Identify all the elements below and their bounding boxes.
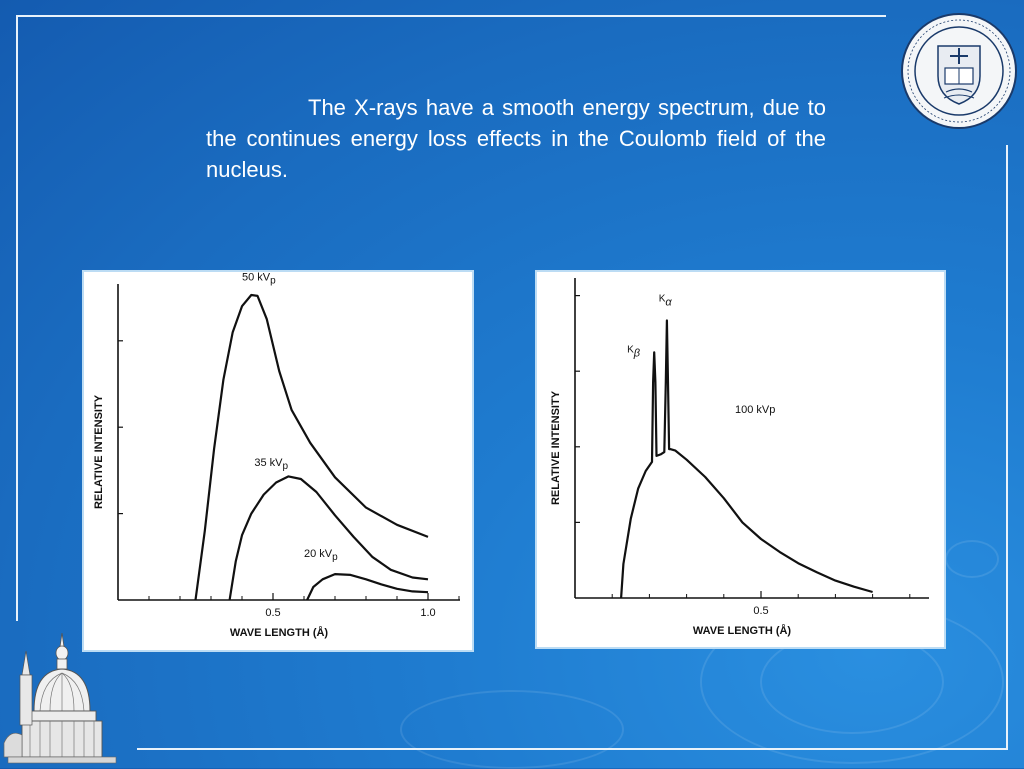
frame-line-top bbox=[16, 15, 886, 17]
series-line bbox=[306, 573, 429, 601]
x-tick-label: 0.5 bbox=[753, 605, 768, 617]
y-axis-label: RELATIVE INTENSITY bbox=[550, 390, 562, 505]
y-axis-label: RELATIVE INTENSITY bbox=[93, 394, 105, 509]
chart-panel-left: 0.5 1.0 WAVE LENGTH (Å) RELATIVE INTENSITY 5… bbox=[82, 270, 474, 652]
peak-annotation-subscript: β bbox=[633, 347, 641, 359]
ripple-decoration bbox=[945, 540, 999, 578]
series-label: 20 kVp bbox=[304, 548, 338, 563]
series-line bbox=[194, 293, 429, 601]
ripple-decoration bbox=[400, 690, 624, 769]
slide-paragraph: The X-rays have a smooth energy spectrum… bbox=[206, 95, 826, 182]
peak-annotation-subscript: α bbox=[665, 297, 672, 309]
series-label-subscript: p bbox=[283, 461, 289, 472]
series-label-subscript: p bbox=[270, 275, 276, 286]
series-label: 50 kVp bbox=[242, 272, 276, 286]
series-line bbox=[228, 475, 429, 601]
spectrum-chart-kvp: 0.5 1.0 WAVE LENGTH (Å) RELATIVE INTENSITY 5… bbox=[93, 272, 460, 639]
x-tick-label: 1.0 bbox=[420, 607, 435, 619]
frame-line-left bbox=[16, 15, 18, 621]
x-axis-label: WAVE LENGTH (Å) bbox=[693, 624, 792, 637]
frame-line-right bbox=[1006, 145, 1008, 750]
peak-annotation: Kα bbox=[659, 294, 673, 309]
golden-dome-icon bbox=[3, 632, 117, 764]
peak-annotation: Kβ bbox=[627, 344, 641, 359]
university-seal-icon bbox=[901, 13, 1017, 129]
x-tick-label: 0.5 bbox=[265, 607, 280, 619]
x-axis-label: WAVE LENGTH (Å) bbox=[230, 626, 329, 639]
series-line bbox=[620, 319, 873, 599]
spectrum-chart-characteristic: 0.5 WAVE LENGTH (Å) RELATIVE INTENSITY 100 … bbox=[550, 278, 929, 637]
series-label: 100 kVp bbox=[735, 404, 775, 416]
series-label-subscript: p bbox=[332, 552, 338, 563]
chart-panel-right: 0.5 WAVE LENGTH (Å) RELATIVE INTENSITY 100 … bbox=[535, 270, 946, 649]
series-label: 35 kVp bbox=[254, 457, 288, 472]
